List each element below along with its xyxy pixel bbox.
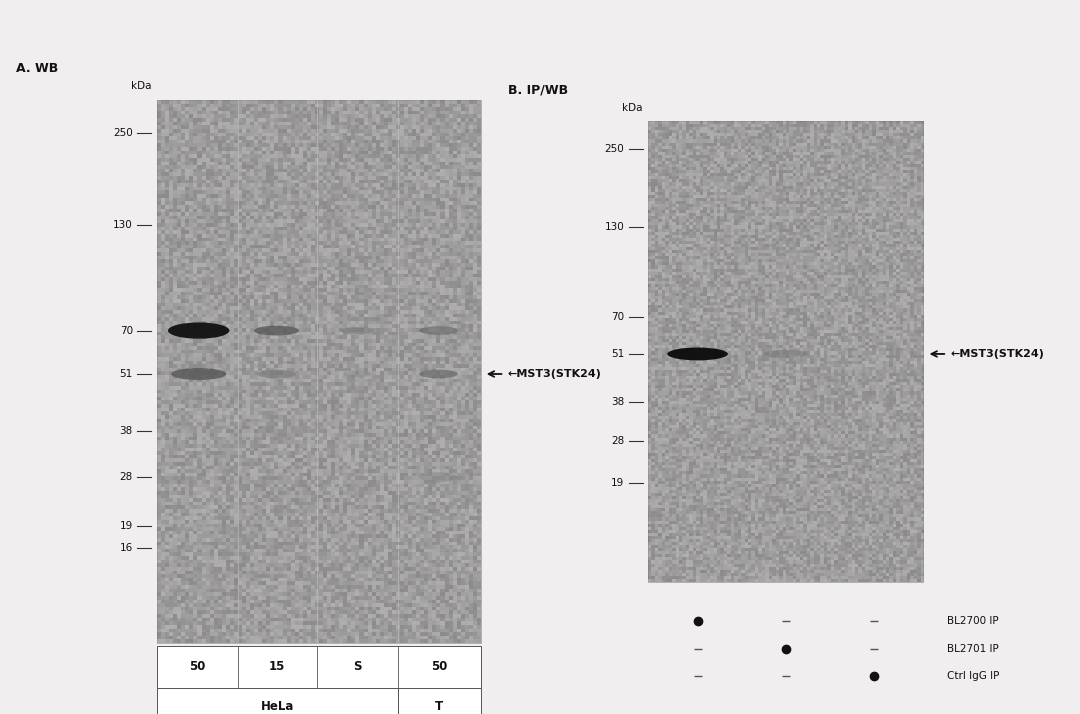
Text: ←MST3(STK24): ←MST3(STK24) [508,369,602,379]
Ellipse shape [424,523,454,529]
Text: BL2701 IP: BL2701 IP [947,644,999,654]
Ellipse shape [183,522,215,530]
Ellipse shape [171,368,227,380]
Text: 250: 250 [605,144,624,154]
Text: 250: 250 [113,128,133,138]
Text: Ctrl IgG IP: Ctrl IgG IP [947,671,999,681]
Text: S: S [353,660,362,673]
Text: 130: 130 [113,220,133,230]
Text: 51: 51 [611,349,624,359]
Ellipse shape [257,370,296,378]
Ellipse shape [341,327,374,334]
Text: 16: 16 [120,543,133,553]
Text: 50: 50 [431,660,447,673]
Text: kDa: kDa [622,103,643,113]
Text: 19: 19 [611,478,624,488]
Text: 28: 28 [611,436,624,446]
Text: A. WB: A. WB [16,62,58,75]
Ellipse shape [183,544,215,551]
Ellipse shape [343,371,372,377]
Ellipse shape [254,326,299,336]
Text: 38: 38 [120,426,133,436]
Text: 51: 51 [120,369,133,379]
Text: T: T [435,700,444,713]
Text: 50: 50 [189,660,205,673]
Bar [399,688,481,714]
Bar [157,100,481,643]
Bar [157,688,399,714]
Text: HeLa: HeLa [260,700,294,713]
Ellipse shape [264,523,289,529]
Bar [648,121,923,582]
Text: BL2700 IP: BL2700 IP [947,616,999,626]
Ellipse shape [419,326,458,335]
Text: B. IP/WB: B. IP/WB [508,84,568,96]
Text: ←MST3(STK24): ←MST3(STK24) [950,349,1044,359]
Text: 70: 70 [120,326,133,336]
Bar [157,646,481,688]
Text: 130: 130 [605,222,624,232]
Text: 38: 38 [611,397,624,407]
Text: 28: 28 [120,472,133,482]
Ellipse shape [419,370,458,378]
Ellipse shape [764,350,808,358]
Ellipse shape [168,323,229,338]
Ellipse shape [667,348,728,361]
Text: 19: 19 [120,521,133,531]
Text: 70: 70 [611,312,624,322]
Ellipse shape [419,472,458,482]
Ellipse shape [424,544,454,551]
Text: 15: 15 [269,660,285,673]
Text: kDa: kDa [131,81,151,91]
